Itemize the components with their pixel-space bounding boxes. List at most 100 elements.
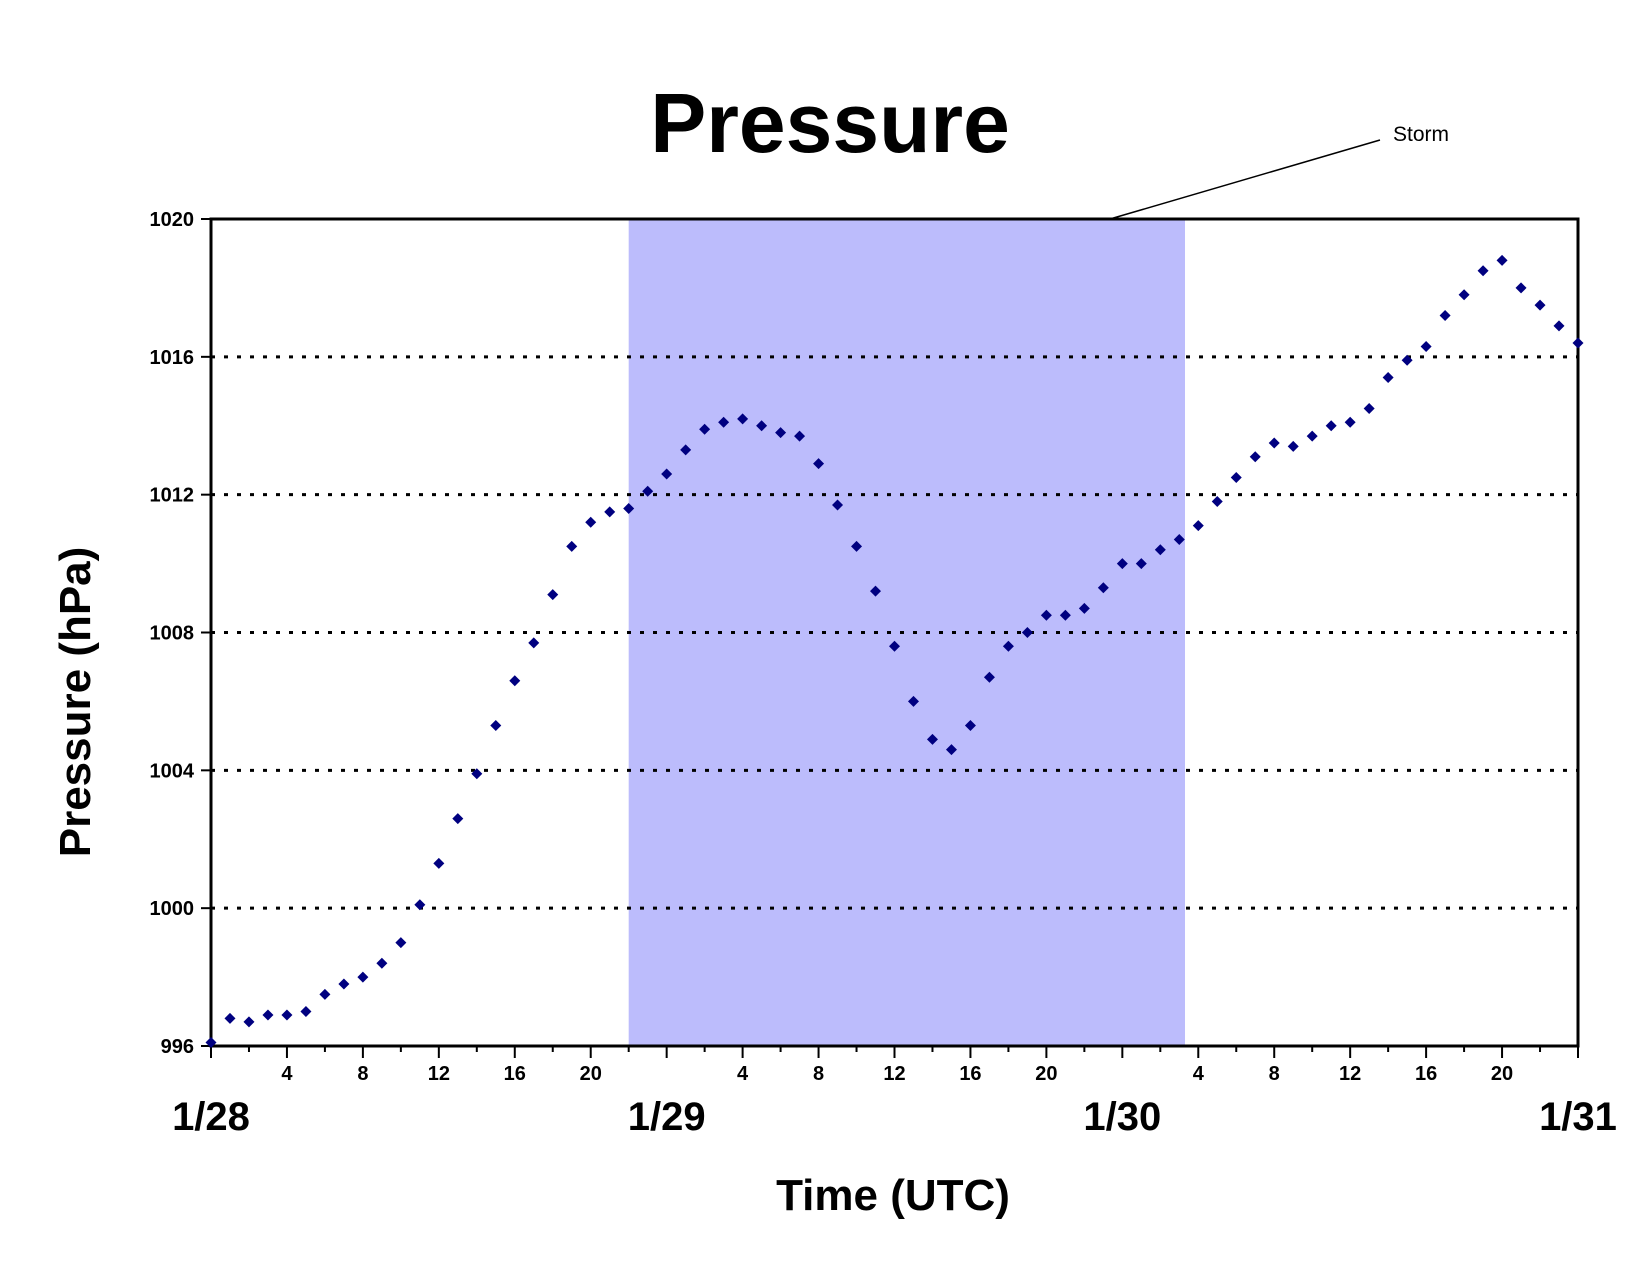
data-point xyxy=(281,1009,293,1021)
data-point xyxy=(357,971,369,983)
data-point xyxy=(528,637,540,649)
data-point xyxy=(1040,609,1052,621)
plot-area: 996 1000 1004 1008 1012 1016 1020 4 8 12 16 20 4 8 12 1… xyxy=(150,209,1617,1139)
data-point xyxy=(1325,420,1337,432)
data-point xyxy=(870,585,882,597)
y-tick-label: 996 xyxy=(161,1036,194,1058)
y-tick-label: 1020 xyxy=(150,209,195,231)
data-point xyxy=(547,589,559,601)
data-point xyxy=(1572,337,1584,349)
x-date-label: 1/29 xyxy=(628,1095,706,1139)
data-point xyxy=(471,768,483,780)
data-point xyxy=(1363,403,1375,415)
storm-annotation-leader xyxy=(1109,139,1381,220)
data-point xyxy=(1534,299,1546,311)
data-point xyxy=(433,857,445,869)
data-point xyxy=(1211,496,1223,508)
data-point xyxy=(1002,640,1014,652)
x-date-label: 1/28 xyxy=(172,1095,250,1139)
x-hour-label: 8 xyxy=(813,1063,824,1085)
data-point xyxy=(1420,340,1432,352)
x-date-label: 1/31 xyxy=(1539,1095,1617,1139)
data-point xyxy=(1515,282,1527,294)
data-point xyxy=(1268,437,1280,449)
x-hour-label: 20 xyxy=(580,1063,602,1085)
data-point xyxy=(623,502,635,514)
data-point xyxy=(205,1037,217,1049)
data-point xyxy=(851,540,863,552)
data-point xyxy=(775,427,787,439)
data-point xyxy=(300,1006,312,1018)
data-point xyxy=(794,430,806,442)
data-point xyxy=(945,744,957,756)
data-point xyxy=(1439,309,1451,321)
y-tick-label: 1012 xyxy=(150,485,195,507)
chart-title: Pressure xyxy=(650,76,1010,170)
storm-band xyxy=(628,219,1185,1046)
x-hour-label: 12 xyxy=(428,1063,450,1085)
x-hour-label: 12 xyxy=(883,1063,905,1085)
data-point xyxy=(718,416,730,428)
y-tick-label: 1008 xyxy=(150,623,195,645)
data-point xyxy=(1059,609,1071,621)
x-hour-label: 16 xyxy=(959,1063,981,1085)
data-point xyxy=(1344,416,1356,428)
x-hour-label: 4 xyxy=(737,1063,749,1085)
data-point xyxy=(1249,451,1261,463)
data-point xyxy=(964,720,976,732)
data-point xyxy=(1192,520,1204,532)
data-point xyxy=(1401,354,1413,366)
data-point xyxy=(661,468,673,480)
data-point xyxy=(1553,320,1565,332)
data-point xyxy=(813,458,825,470)
data-point xyxy=(1287,440,1299,452)
x-hour-label: 8 xyxy=(357,1063,368,1085)
data-point xyxy=(566,540,578,552)
data-point xyxy=(1230,471,1242,483)
data-point xyxy=(395,937,407,949)
data-point xyxy=(1306,430,1318,442)
data-point xyxy=(452,813,464,825)
data-point xyxy=(1477,265,1489,277)
x-hour-label: 20 xyxy=(1491,1063,1513,1085)
data-point xyxy=(699,423,711,435)
x-hour-label: 16 xyxy=(1415,1063,1437,1085)
data-point xyxy=(983,671,995,683)
data-point xyxy=(376,957,388,969)
x-date-label: 1/30 xyxy=(1083,1095,1161,1139)
data-point xyxy=(756,420,768,432)
data-point xyxy=(737,413,749,425)
y-tick-label: 1000 xyxy=(150,898,195,920)
data-point xyxy=(604,506,616,518)
data-point xyxy=(1173,533,1185,545)
data-point xyxy=(1382,372,1394,384)
data-point xyxy=(243,1016,255,1028)
x-hour-label: 12 xyxy=(1339,1063,1361,1085)
x-axis-title: Time (UTC) xyxy=(776,1171,1010,1220)
storm-annotation-label: Storm xyxy=(1393,123,1449,146)
data-point xyxy=(1078,602,1090,614)
x-hour-label: 4 xyxy=(1193,1063,1205,1085)
x-hour-label: 16 xyxy=(504,1063,526,1085)
data-point xyxy=(319,988,331,1000)
data-point xyxy=(926,733,938,745)
data-point xyxy=(642,485,654,497)
data-point xyxy=(338,978,350,990)
data-point xyxy=(1496,254,1508,266)
y-axis-title: Pressure (hPa) xyxy=(51,547,100,858)
data-point xyxy=(224,1012,236,1024)
x-hour-label: 8 xyxy=(1269,1063,1280,1085)
data-point xyxy=(262,1009,274,1021)
data-point xyxy=(680,444,692,456)
data-point xyxy=(414,899,426,911)
data-point xyxy=(509,675,521,687)
data-point xyxy=(907,695,919,707)
x-hour-label: 4 xyxy=(281,1063,293,1085)
data-point xyxy=(832,499,844,511)
data-point xyxy=(889,640,900,652)
y-tick-label: 1016 xyxy=(150,347,195,369)
data-point xyxy=(1116,558,1128,570)
data-point xyxy=(1154,544,1166,556)
data-point xyxy=(1135,558,1147,570)
